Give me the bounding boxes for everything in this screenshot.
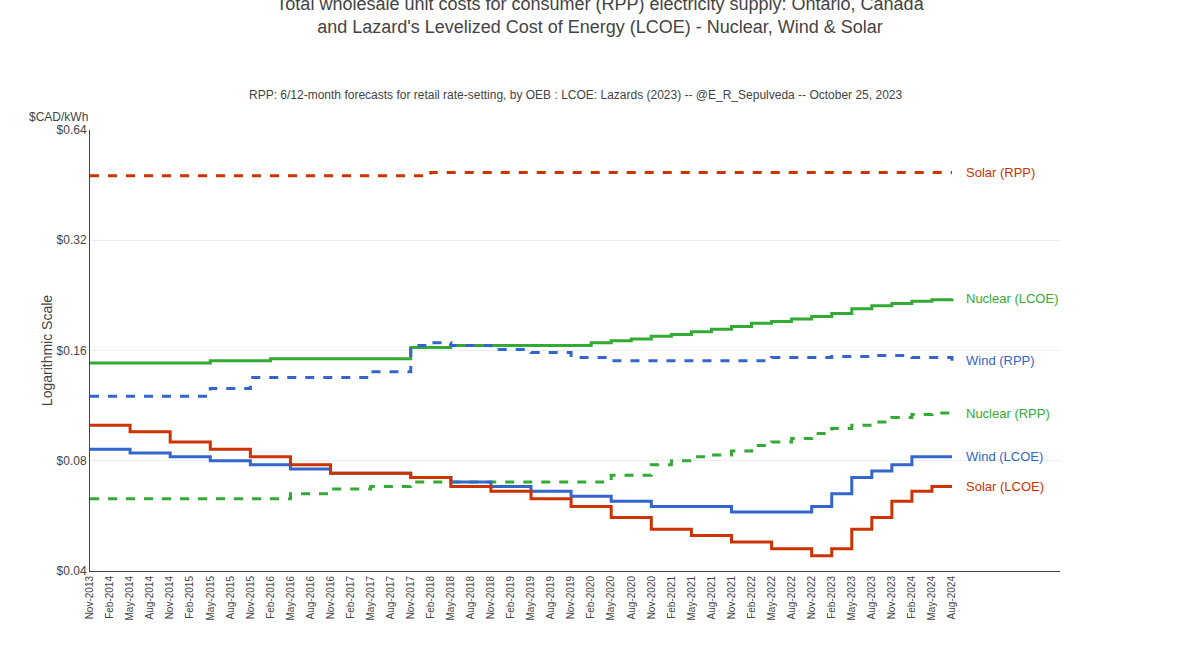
svg-text:Aug-2022: Aug-2022 xyxy=(786,576,797,620)
svg-text:Feb-2014: Feb-2014 xyxy=(104,576,115,619)
svg-text:Solar (LCOE): Solar (LCOE) xyxy=(966,479,1044,494)
svg-text:May-2024: May-2024 xyxy=(926,576,937,621)
svg-text:May-2019: May-2019 xyxy=(525,576,536,621)
svg-text:Logarithmic Scale: Logarithmic Scale xyxy=(39,295,55,406)
svg-text:May-2017: May-2017 xyxy=(365,576,376,621)
svg-text:Nov-2022: Nov-2022 xyxy=(806,576,817,620)
svg-text:Nov-2019: Nov-2019 xyxy=(565,576,576,620)
svg-text:Feb-2021: Feb-2021 xyxy=(666,576,677,619)
svg-text:Feb-2016: Feb-2016 xyxy=(265,576,276,619)
svg-text:May-2015: May-2015 xyxy=(205,576,216,621)
svg-text:Nuclear (RPP): Nuclear (RPP) xyxy=(966,406,1050,421)
svg-text:Feb-2023: Feb-2023 xyxy=(826,576,837,619)
svg-text:Nov-2023: Nov-2023 xyxy=(886,576,897,620)
svg-text:Aug-2019: Aug-2019 xyxy=(545,576,556,620)
svg-text:Aug-2015: Aug-2015 xyxy=(225,576,236,620)
svg-text:$0.04: $0.04 xyxy=(57,564,87,578)
svg-text:Feb-2020: Feb-2020 xyxy=(585,576,596,619)
svg-text:Feb-2018: Feb-2018 xyxy=(425,576,436,619)
svg-text:$0.16: $0.16 xyxy=(57,344,87,358)
svg-text:Wind (RPP): Wind (RPP) xyxy=(966,353,1035,368)
svg-text:May-2020: May-2020 xyxy=(605,576,616,621)
svg-text:May-2022: May-2022 xyxy=(766,576,777,621)
svg-text:Nuclear (LCOE): Nuclear (LCOE) xyxy=(966,291,1058,306)
svg-text:May-2016: May-2016 xyxy=(285,576,296,621)
svg-text:Nov-2014: Nov-2014 xyxy=(164,576,175,620)
svg-text:Nov-2020: Nov-2020 xyxy=(646,576,657,620)
svg-text:Aug-2017: Aug-2017 xyxy=(385,576,396,620)
svg-text:Total wholesale unit costs for: Total wholesale unit costs for consumer … xyxy=(276,0,924,37)
svg-text:Wind (LCOE): Wind (LCOE) xyxy=(966,449,1043,464)
svg-text:RPP: 6/12-month forecasts for: RPP: 6/12-month forecasts for retail rat… xyxy=(249,88,902,102)
svg-text:Feb-2015: Feb-2015 xyxy=(184,576,195,619)
svg-text:Nov-2015: Nov-2015 xyxy=(245,576,256,620)
svg-text:Aug-2023: Aug-2023 xyxy=(866,576,877,620)
svg-text:$0.64: $0.64 xyxy=(57,123,87,137)
svg-text:Nov-2013: Nov-2013 xyxy=(84,576,95,620)
svg-text:May-2014: May-2014 xyxy=(124,576,135,621)
svg-text:Nov-2021: Nov-2021 xyxy=(726,576,737,620)
svg-text:May-2023: May-2023 xyxy=(846,576,857,621)
svg-text:Aug-2024: Aug-2024 xyxy=(946,576,957,620)
svg-text:Aug-2014: Aug-2014 xyxy=(144,576,155,620)
svg-text:Nov-2018: Nov-2018 xyxy=(485,576,496,620)
svg-text:Nov-2017: Nov-2017 xyxy=(405,576,416,620)
svg-text:$0.08: $0.08 xyxy=(57,454,87,468)
svg-text:Aug-2020: Aug-2020 xyxy=(626,576,637,620)
svg-text:Aug-2016: Aug-2016 xyxy=(305,576,316,620)
svg-text:Nov-2016: Nov-2016 xyxy=(325,576,336,620)
svg-text:Feb-2019: Feb-2019 xyxy=(505,576,516,619)
svg-text:Solar (RPP): Solar (RPP) xyxy=(966,165,1035,180)
svg-text:$CAD/kWh: $CAD/kWh xyxy=(29,110,88,124)
svg-text:Feb-2017: Feb-2017 xyxy=(345,576,356,619)
svg-text:Aug-2021: Aug-2021 xyxy=(706,576,717,620)
svg-text:Feb-2022: Feb-2022 xyxy=(746,576,757,619)
svg-text:May-2021: May-2021 xyxy=(686,576,697,621)
svg-text:$0.32: $0.32 xyxy=(57,233,87,247)
svg-text:May-2018: May-2018 xyxy=(445,576,456,621)
svg-text:Aug-2018: Aug-2018 xyxy=(465,576,476,620)
svg-text:Feb-2024: Feb-2024 xyxy=(906,576,917,619)
